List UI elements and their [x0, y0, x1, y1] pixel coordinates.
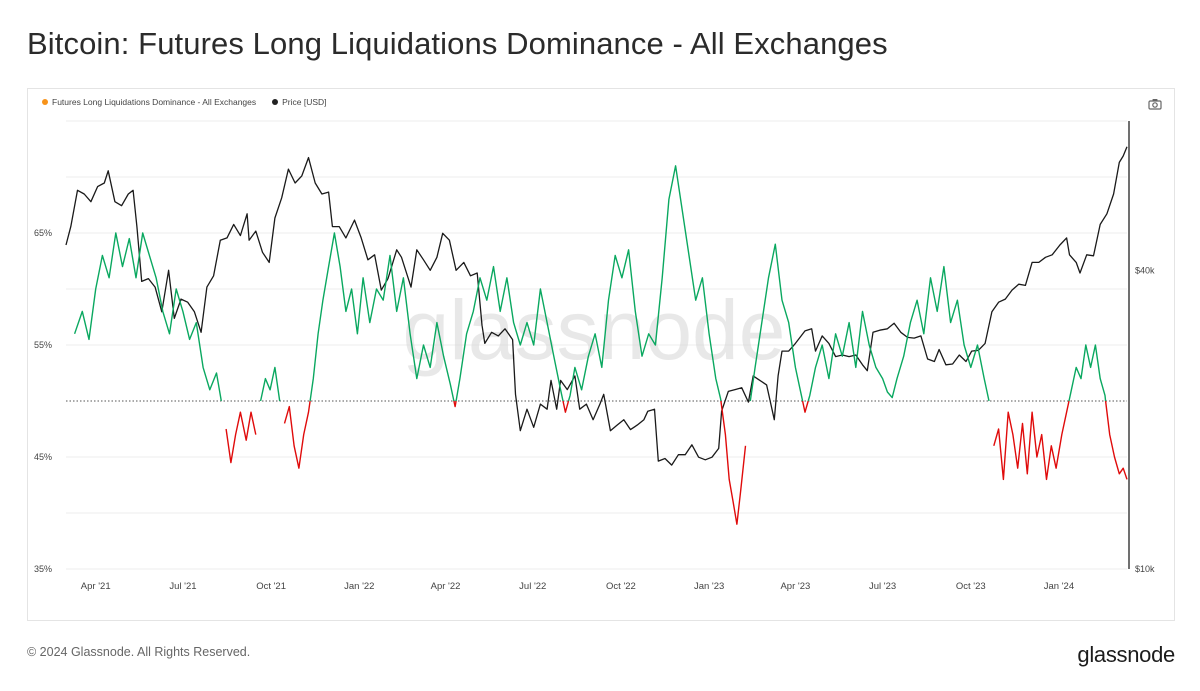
legend-dot-price: [272, 99, 279, 105]
watermark-text: glassnode: [403, 283, 786, 377]
y-tick-label-left: 45%: [34, 452, 52, 462]
dominance-segment-below: [225, 411, 257, 464]
x-tick-label: Jan '22: [344, 581, 374, 592]
x-tick-label: Jul '23: [869, 581, 896, 592]
x-tick-label: Oct '22: [606, 581, 636, 592]
x-tick-label: Apr '21: [81, 581, 111, 592]
dominance-segment-above: [807, 265, 990, 402]
dominance-segment-below: [1104, 400, 1128, 480]
dominance-segment-below: [801, 400, 809, 413]
x-tick-label: Oct '21: [256, 581, 286, 592]
y-tick-label-right: $10k: [1135, 564, 1155, 574]
price-line: [65, 146, 1128, 466]
y-tick-label-left: 55%: [34, 340, 52, 350]
dominance-segment-below: [993, 400, 1070, 481]
chart-panel: Futures Long Liquidations Dominance - Al…: [27, 88, 1175, 621]
footer-logo[interactable]: glassnode: [1077, 642, 1175, 667]
x-tick-label: Apr '22: [431, 581, 461, 592]
legend-label-price: Price [USD]: [282, 97, 327, 107]
chart-legend: Futures Long Liquidations Dominance - Al…: [42, 97, 327, 107]
x-tick-label: Oct '23: [956, 581, 986, 592]
y-axis-left: 35% 45% 55% 65%: [34, 228, 52, 574]
legend-label-dominance: Futures Long Liquidations Dominance - Al…: [52, 97, 257, 107]
dominance-segment-above: [455, 265, 564, 402]
price-series: [65, 146, 1128, 466]
dominance-segment-above: [73, 232, 222, 402]
camera-icon[interactable]: [1148, 98, 1162, 110]
x-tick-label: Jul '22: [519, 581, 546, 592]
legend-item-dominance[interactable]: Futures Long Liquidations Dominance - Al…: [42, 97, 256, 107]
y-tick-label-left: 65%: [34, 228, 52, 238]
x-tick-label: Jan '24: [1044, 581, 1074, 592]
x-tick-label: Jan '23: [694, 581, 724, 592]
dominance-segment-above: [567, 165, 722, 402]
y-tick-label-left: 35%: [34, 564, 52, 574]
dominance-segment-above: [1068, 344, 1107, 402]
grid-lines: [66, 120, 1127, 570]
x-tick-label: Apr '23: [780, 581, 810, 592]
dominance-series: [73, 165, 1128, 525]
chart-svg: glassnode 35% 45% 55% 65% $10k $40k Apr '21 J…: [34, 120, 1155, 592]
dominance-segment-below: [562, 400, 570, 413]
y-tick-label-right: $40k: [1135, 265, 1155, 275]
dominance-segment-below: [720, 400, 747, 525]
x-axis: Apr '21 Jul '21 Oct '21 Jan '22 Apr '22 Jul '…: [81, 581, 1074, 592]
legend-item-price[interactable]: Price [USD]: [272, 97, 327, 107]
legend-dot-dominance: [42, 99, 48, 105]
x-tick-label: Jul '21: [169, 581, 196, 592]
page-title: Bitcoin: Futures Long Liquidations Domin…: [27, 26, 888, 61]
dominance-segment-below: [283, 400, 311, 469]
dominance-segment-above: [749, 243, 804, 402]
dominance-segment-below: [453, 400, 457, 408]
dominance-segment-above: [259, 366, 281, 402]
dominance-segment-above: [309, 232, 455, 402]
y-axis-right: $10k $40k: [1135, 265, 1155, 574]
footer-copyright: © 2024 Glassnode. All Rights Reserved.: [27, 645, 251, 659]
